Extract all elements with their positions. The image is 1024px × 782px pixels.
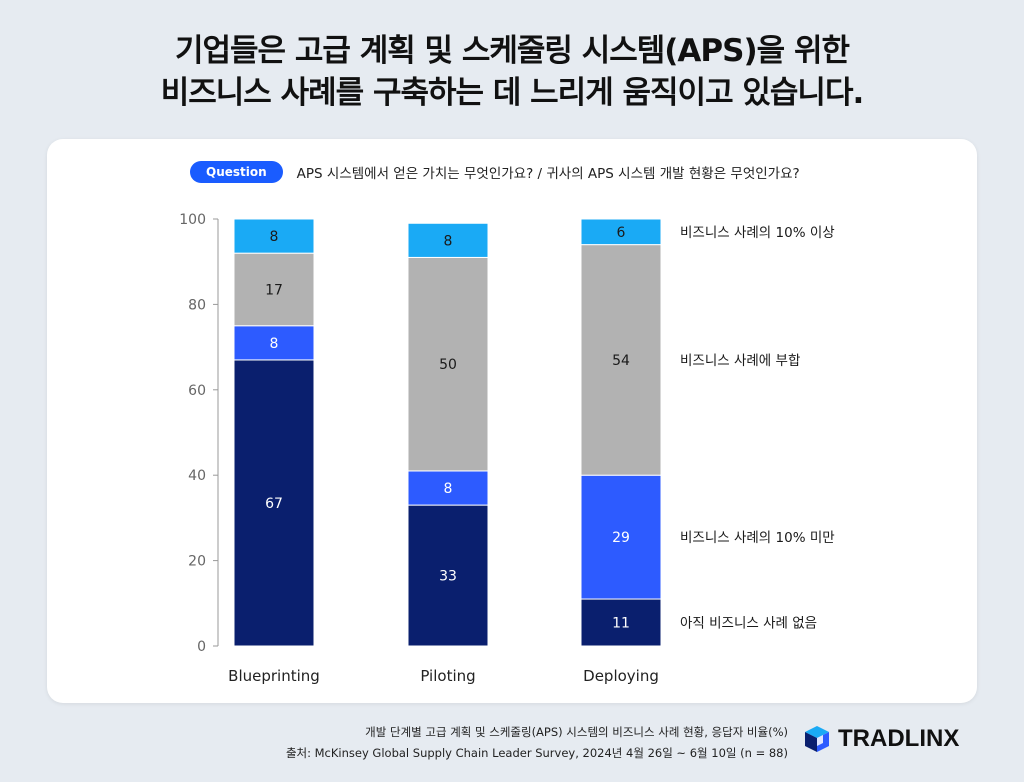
- brand-logo: TRADLINX: [802, 724, 959, 754]
- x-category-label: Deploying: [583, 667, 659, 685]
- legend-label: 아직 비즈니스 사례 없음: [680, 616, 817, 632]
- y-tick-label: 80: [188, 297, 206, 313]
- y-tick-label: 100: [179, 212, 206, 228]
- title-line-1: 기업들은 고급 계획 및 스케줄링 시스템(APS)을 위한: [174, 33, 850, 69]
- legend-label: 비즈니스 사례의 10% 이상: [680, 225, 835, 241]
- question-row: Question APS 시스템에서 얻은 가치는 무엇인가요? / 귀사의 A…: [190, 161, 800, 183]
- bar-segment: [233, 325, 315, 361]
- y-tick-label: 40: [188, 468, 206, 484]
- bar-data-label: 67: [265, 496, 283, 512]
- bar-data-label: 54: [612, 353, 630, 369]
- stacked-bar-chart: 0 20 40 60 80 100 67 8 17 8 Blueprinting 33 8 50 8 Pilo…: [179, 212, 835, 685]
- y-tick-label: 0: [197, 639, 206, 655]
- question-text: APS 시스템에서 얻은 가치는 무엇인가요? / 귀사의 APS 시스템 개발…: [296, 166, 800, 182]
- bar-segment: [407, 256, 489, 472]
- bar-data-label: 8: [270, 336, 279, 352]
- bar-data-label: 8: [444, 233, 453, 249]
- bar-data-label: 50: [439, 357, 457, 373]
- question-badge: Question: [190, 161, 283, 183]
- bar-data-label: 29: [612, 530, 630, 546]
- bar-segment: [580, 218, 662, 246]
- bar-segment: [233, 359, 315, 647]
- chart-card: Question APS 시스템에서 얻은 가치는 무엇인가요? / 귀사의 A…: [47, 139, 977, 703]
- footer-source: 출처: McKinsey Global Supply Chain Leader …: [285, 746, 788, 760]
- footer: 개발 단계별 고급 계획 및 스케줄링(APS) 시스템의 비즈니스 사례 현황…: [286, 722, 788, 764]
- bar-data-label: 11: [612, 616, 630, 632]
- y-tick-label: 20: [188, 554, 206, 570]
- footer-note: 개발 단계별 고급 계획 및 스케줄링(APS) 시스템의 비즈니스 사례 현황…: [365, 725, 788, 739]
- bar-segment: [407, 222, 489, 258]
- bar-data-label: 17: [265, 282, 283, 298]
- cube-logo-icon: [805, 726, 829, 752]
- title-line-2: 비즈니스 사례를 구축하는 데 느리게 움직이고 있습니다.: [160, 75, 865, 111]
- legend-label: 비즈니스 사례의 10% 미만: [680, 530, 835, 546]
- bar-segment: [580, 474, 662, 600]
- y-tick-label: 60: [188, 383, 206, 399]
- bar-segment: [407, 470, 489, 506]
- bar-data-label: 33: [439, 569, 457, 585]
- bar-segment: [233, 218, 315, 254]
- x-category-label: Piloting: [420, 667, 475, 685]
- bar-data-label: 8: [270, 229, 279, 245]
- x-category-label: Blueprinting: [228, 667, 320, 685]
- legend-label: 비즈니스 사례에 부합: [680, 353, 800, 369]
- chart-title: 기업들은 고급 계획 및 스케줄링 시스템(APS)을 위한 비즈니스 사례를 …: [0, 30, 1024, 114]
- logo-text: TRADLINX: [838, 725, 960, 752]
- bar-segment: [580, 598, 662, 647]
- bar-data-label: 6: [617, 225, 626, 241]
- bar-segment: [407, 504, 489, 647]
- bar-data-label: 8: [444, 481, 453, 497]
